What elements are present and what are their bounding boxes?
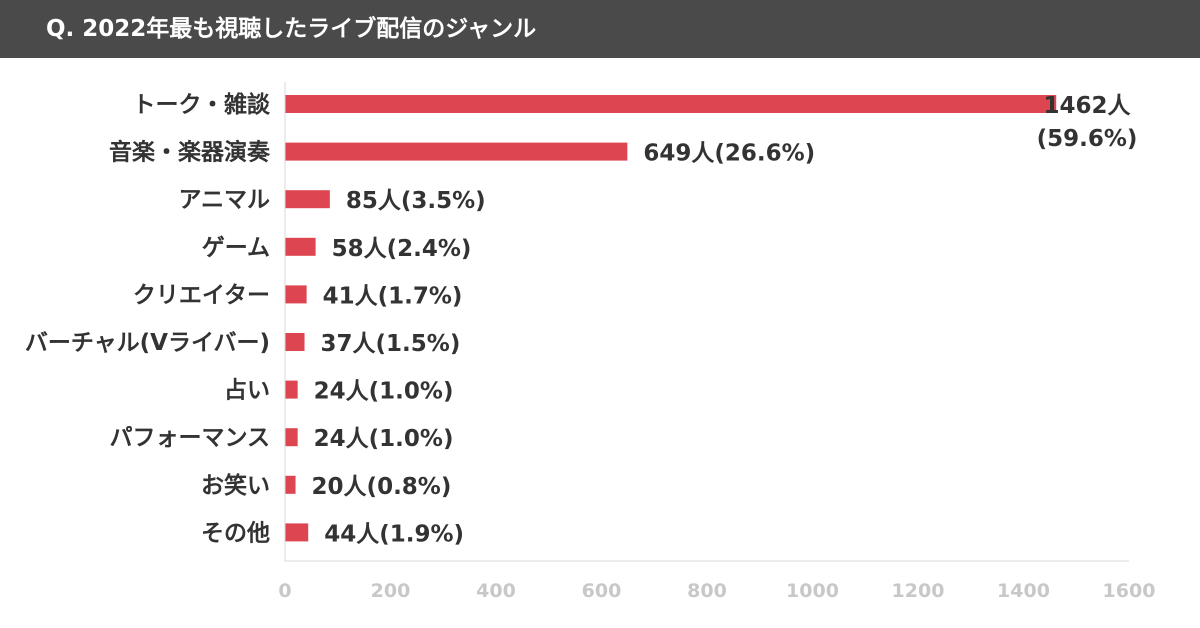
bar (285, 190, 330, 209)
x-tick-label: 1000 (786, 580, 839, 602)
category-label: アニマル (178, 187, 270, 213)
data-label: 20人(0.8%) (312, 474, 452, 500)
data-label: 85人(3.5%) (346, 188, 486, 214)
data-label: 58人(2.4%) (332, 236, 472, 262)
data-label: (59.6%) (1037, 126, 1138, 152)
bar (285, 333, 305, 351)
category-label: ゲーム (202, 235, 270, 261)
data-label: 649人(26.6%) (643, 141, 815, 167)
category-label: その他 (201, 520, 270, 546)
x-tick-labels-group: 0 200 400 600 800 1000 1200 1400 1600 (278, 580, 1155, 602)
data-label: 1462人 (1043, 93, 1131, 119)
category-label: パフォーマンス (109, 425, 270, 451)
data-labels-group: 1462人 (59.6%) 649人(26.6%) 85人(3.5%) 58人(2.4%… (312, 93, 1138, 547)
data-label: 24人(1.0%) (314, 379, 454, 405)
x-tick-label: 0 (278, 580, 291, 602)
bar (285, 285, 307, 304)
bar (285, 95, 1057, 113)
x-tick-label: 800 (687, 580, 727, 602)
bar (285, 380, 298, 399)
data-label: 44人(1.9%) (324, 521, 464, 547)
category-label: 音楽・楽器演奏 (109, 139, 271, 166)
data-label: 24人(1.0%) (314, 426, 454, 452)
category-label: 占い (224, 378, 270, 404)
category-label: クリエイター (133, 282, 270, 308)
bar (285, 523, 309, 542)
x-tick-label: 400 (476, 580, 516, 602)
x-tick-label: 200 (371, 580, 411, 602)
bars-group (285, 95, 1057, 542)
x-tick-label: 1600 (1103, 580, 1156, 602)
category-label: バーチャル(Vライバー) (25, 330, 270, 356)
category-label: お笑い (201, 472, 270, 499)
chart-title: Q. 2022年最も視聴したライブ配信のジャンル (46, 16, 537, 42)
bar (285, 475, 296, 494)
chart-header: Q. 2022年最も視聴したライブ配信のジャンル (0, 0, 1200, 58)
bar (285, 237, 316, 256)
bar (285, 142, 628, 161)
data-label: 37人(1.5%) (321, 331, 461, 357)
data-label: 41人(1.7%) (323, 283, 463, 309)
x-tick-label: 1200 (892, 580, 945, 602)
x-tick-label: 600 (582, 580, 622, 602)
bar (285, 428, 298, 447)
category-label: トーク・雑談 (132, 91, 271, 118)
x-tick-label: 1400 (997, 580, 1050, 602)
